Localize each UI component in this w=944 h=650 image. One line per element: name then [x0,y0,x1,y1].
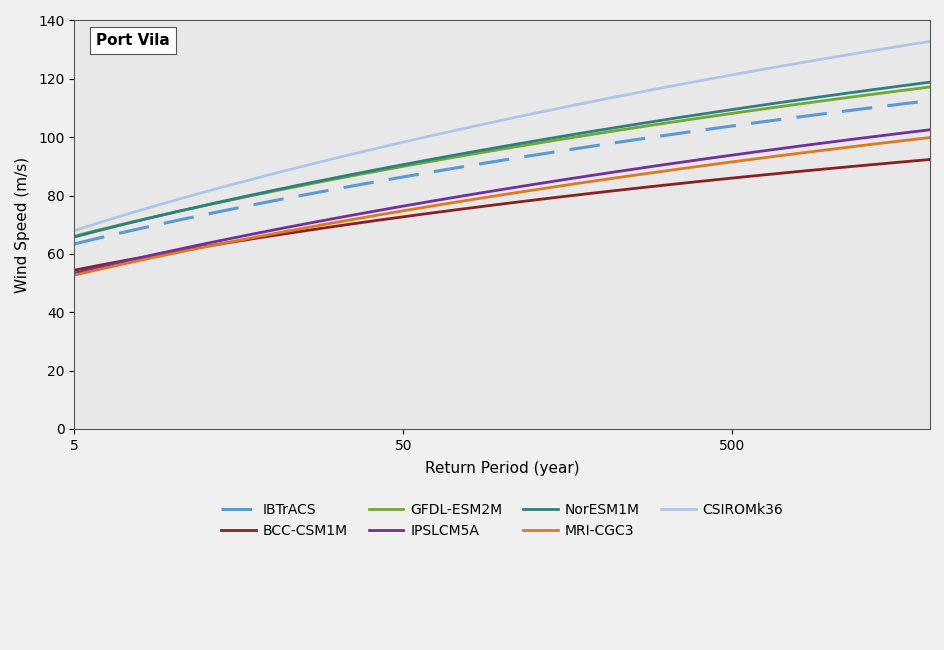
NorESM1M [172,207,183,215]
BCC-CSM1M [407,211,418,219]
MRI-CGC3 [407,205,418,213]
Line: BCC-CSM1M: BCC-CSM1M [75,159,929,270]
BCC-CSM1M [690,178,701,186]
NorESM1M [685,112,697,120]
MRI-CGC3 [606,174,617,182]
CSIROMk36 [69,227,80,235]
NorESM1M [347,170,359,178]
Legend: IBTrACS, BCC-CSM1M, GFDL-ESM2M, IPSLCM5A, NorESM1M, MRI-CGC3, CSIROMk36: IBTrACS, BCC-CSM1M, GFDL-ESM2M, IPSLCM5A… [215,497,788,543]
GFDL-ESM2M [690,114,701,122]
NorESM1M [69,233,80,241]
IBTrACS [407,172,418,179]
Line: GFDL-ESM2M: GFDL-ESM2M [75,87,929,236]
IPSLCM5A [690,156,701,164]
GFDL-ESM2M [172,208,183,216]
IPSLCM5A [923,126,935,134]
CSIROMk36 [347,150,359,158]
Line: NorESM1M: NorESM1M [75,82,929,237]
Line: IPSLCM5A: IPSLCM5A [75,130,929,273]
CSIROMk36 [172,196,183,203]
MRI-CGC3 [347,215,359,223]
IBTrACS [923,97,935,105]
MRI-CGC3 [69,271,80,279]
Y-axis label: Wind Speed (m/s): Wind Speed (m/s) [15,157,30,292]
GFDL-ESM2M [407,161,418,168]
Line: IBTrACS: IBTrACS [75,101,929,244]
IPSLCM5A [685,157,697,164]
IPSLCM5A [69,269,80,277]
MRI-CGC3 [690,162,701,170]
IPSLCM5A [407,200,418,208]
Text: Port Vila: Port Vila [95,32,169,47]
GFDL-ESM2M [347,172,359,179]
CSIROMk36 [690,77,701,85]
IPSLCM5A [172,246,183,254]
BCC-CSM1M [347,220,359,228]
GFDL-ESM2M [606,127,617,135]
NorESM1M [407,159,418,166]
IBTrACS [69,240,80,248]
GFDL-ESM2M [69,232,80,240]
CSIROMk36 [685,79,697,86]
NorESM1M [690,111,701,119]
X-axis label: Return Period (year): Return Period (year) [425,461,579,476]
IBTrACS [347,182,359,190]
Line: CSIROMk36: CSIROMk36 [75,42,929,231]
IBTrACS [685,127,697,135]
IPSLCM5A [606,168,617,176]
MRI-CGC3 [172,249,183,257]
BCC-CSM1M [69,266,80,274]
IBTrACS [606,139,617,147]
MRI-CGC3 [923,134,935,142]
BCC-CSM1M [923,155,935,163]
NorESM1M [923,78,935,86]
IBTrACS [690,127,701,135]
CSIROMk36 [606,94,617,101]
IBTrACS [172,216,183,224]
BCC-CSM1M [172,247,183,255]
CSIROMk36 [923,38,935,46]
GFDL-ESM2M [923,83,935,91]
NorESM1M [606,124,617,132]
BCC-CSM1M [606,187,617,195]
GFDL-ESM2M [685,115,697,123]
BCC-CSM1M [685,178,697,186]
IPSLCM5A [347,211,359,219]
MRI-CGC3 [685,163,697,171]
CSIROMk36 [407,136,418,144]
Line: MRI-CGC3: MRI-CGC3 [75,138,929,275]
